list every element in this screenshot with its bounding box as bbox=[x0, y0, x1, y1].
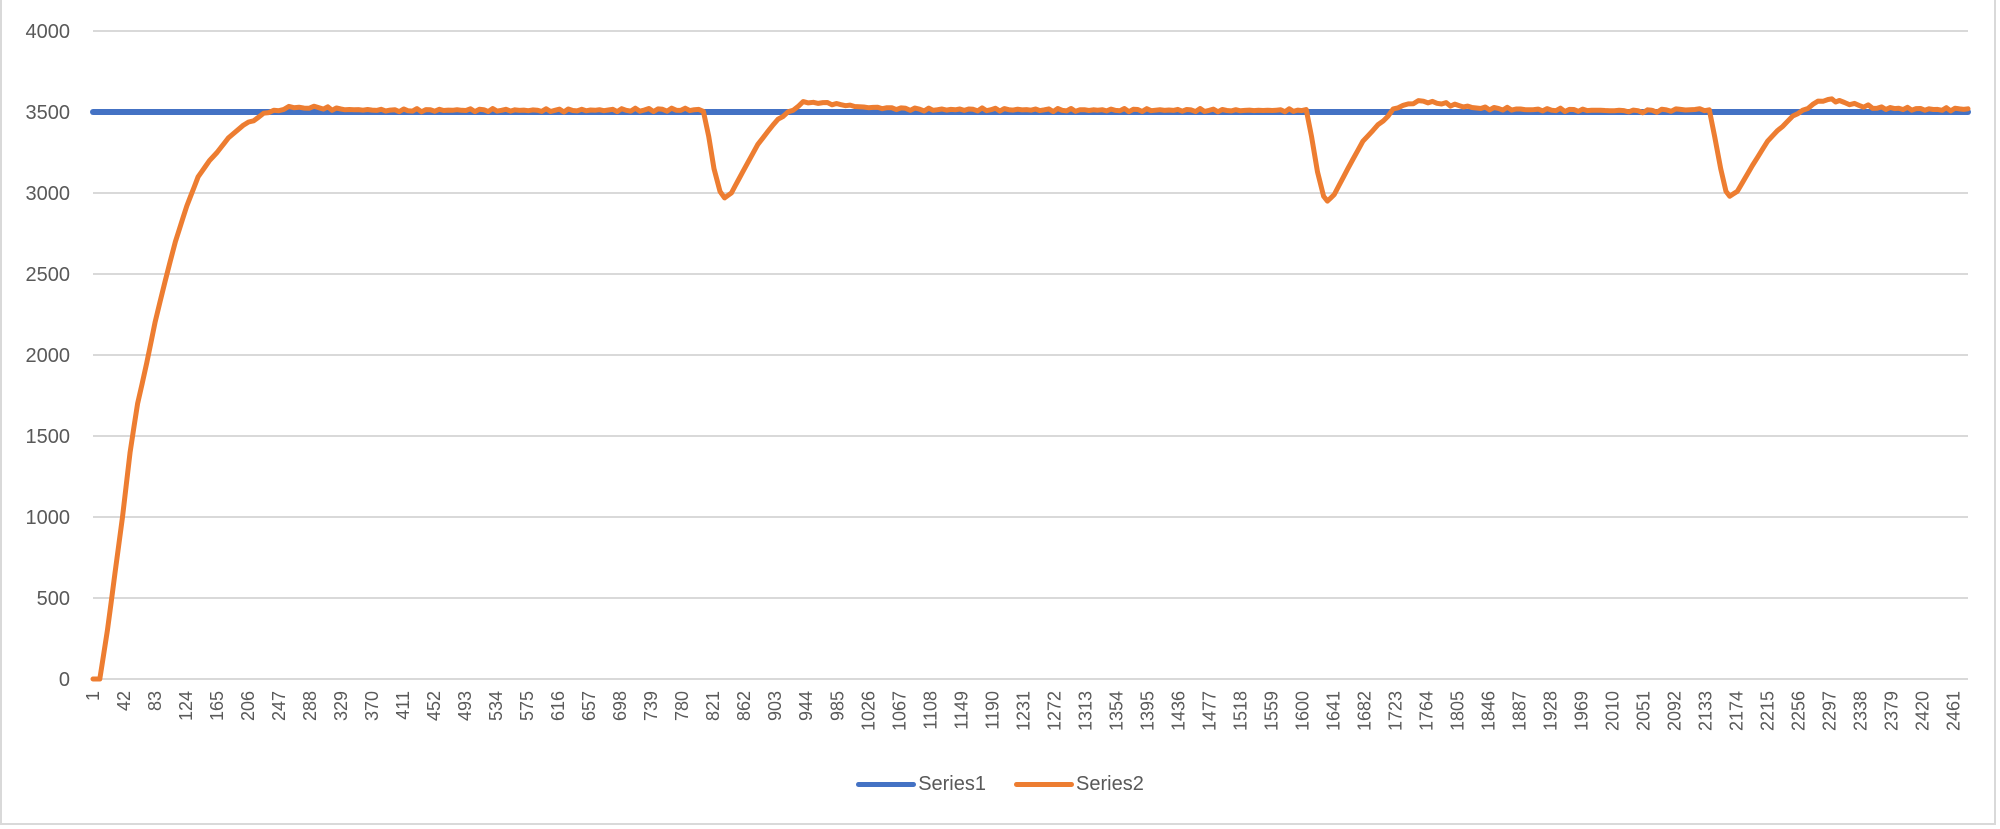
x-tick-label: 1764 bbox=[1416, 691, 1436, 731]
x-tick-label: 411 bbox=[393, 691, 413, 720]
x-tick-label: 2133 bbox=[1696, 691, 1716, 731]
x-tick-label: 83 bbox=[145, 691, 165, 711]
x-tick-label: 2379 bbox=[1882, 691, 1902, 731]
x-axis-labels: 1 42 83 124 165 206 247 288 329 370 411 452 493 534 57… bbox=[83, 691, 1964, 731]
series1-swatch-icon bbox=[856, 782, 917, 787]
line-chart: 0 500 1000 1500 2000 2500 3000 3500 4000 1 42 83 12… bbox=[26, 21, 1971, 731]
x-tick-label: 2420 bbox=[1913, 691, 1933, 731]
legend-label: Series1 bbox=[918, 773, 986, 795]
x-tick-label: 1928 bbox=[1540, 691, 1560, 731]
x-tick-label: 2174 bbox=[1727, 691, 1747, 731]
x-tick-label: 288 bbox=[300, 691, 320, 721]
plot-series bbox=[90, 96, 1971, 682]
x-tick-label: 657 bbox=[579, 691, 599, 721]
y-tick-label: 4000 bbox=[26, 21, 71, 43]
x-tick-label: 1149 bbox=[951, 691, 971, 730]
x-tick-label: 2215 bbox=[1758, 691, 1778, 731]
series2-swatch-icon bbox=[1014, 782, 1074, 787]
x-tick-label: 2297 bbox=[1820, 691, 1840, 731]
x-tick-label: 739 bbox=[641, 691, 661, 721]
y-tick-label: 500 bbox=[37, 588, 70, 610]
x-tick-label: 370 bbox=[362, 691, 382, 721]
y-tick-label: 1500 bbox=[26, 426, 71, 448]
x-tick-label: 2338 bbox=[1851, 691, 1871, 731]
x-tick-label: 698 bbox=[610, 691, 630, 721]
x-tick-label: 2092 bbox=[1665, 691, 1685, 731]
x-tick-label: 1190 bbox=[982, 691, 1002, 730]
x-tick-label: 1887 bbox=[1509, 691, 1529, 731]
x-tick-label: 1 bbox=[83, 691, 103, 701]
x-tick-label: 944 bbox=[796, 691, 816, 721]
x-tick-label: 2256 bbox=[1789, 691, 1809, 731]
x-tick-label: 575 bbox=[517, 691, 537, 721]
x-tick-label: 1477 bbox=[1199, 691, 1219, 731]
x-tick-label: 780 bbox=[672, 691, 692, 721]
x-tick-label: 1641 bbox=[1323, 691, 1343, 731]
x-tick-label: 124 bbox=[176, 691, 196, 721]
x-tick-label: 42 bbox=[114, 691, 134, 711]
x-tick-label: 329 bbox=[331, 691, 351, 721]
x-tick-label: 165 bbox=[207, 691, 227, 721]
legend-item-series2[interactable]: Series2 bbox=[1014, 773, 1144, 796]
x-tick-label: 247 bbox=[269, 691, 289, 721]
y-tick-label: 3000 bbox=[26, 183, 71, 205]
x-tick-label: 1313 bbox=[1075, 691, 1095, 731]
x-tick-label: 2461 bbox=[1944, 691, 1964, 731]
y-tick-label: 2500 bbox=[26, 264, 71, 286]
x-tick-label: 903 bbox=[765, 691, 785, 721]
x-tick-label: 1682 bbox=[1354, 691, 1374, 731]
chart-legend: Series1 Series2 bbox=[0, 773, 2000, 796]
series-line-series2[interactable] bbox=[90, 96, 1971, 682]
gridlines bbox=[93, 30, 1968, 680]
x-tick-label: 2051 bbox=[1634, 691, 1654, 731]
x-tick-label: 1108 bbox=[920, 691, 940, 730]
x-tick-label: 452 bbox=[424, 691, 444, 721]
x-tick-label: 1846 bbox=[1478, 691, 1498, 731]
x-tick-label: 2010 bbox=[1603, 691, 1623, 731]
x-tick-label: 1272 bbox=[1044, 691, 1064, 731]
legend-item-series1[interactable]: Series1 bbox=[856, 773, 986, 796]
x-tick-label: 1723 bbox=[1385, 691, 1405, 731]
y-tick-label: 0 bbox=[59, 669, 70, 691]
y-tick-label: 2000 bbox=[26, 345, 71, 367]
x-tick-label: 1395 bbox=[1137, 691, 1157, 731]
x-tick-label: 1518 bbox=[1230, 691, 1250, 731]
x-tick-label: 1600 bbox=[1292, 691, 1312, 731]
x-tick-label: 1354 bbox=[1106, 691, 1126, 731]
x-tick-label: 206 bbox=[238, 691, 258, 721]
x-tick-label: 985 bbox=[827, 691, 847, 721]
x-tick-label: 862 bbox=[734, 691, 754, 721]
y-tick-label: 1000 bbox=[26, 507, 71, 529]
x-tick-label: 1436 bbox=[1168, 691, 1188, 731]
y-axis-labels: 0 500 1000 1500 2000 2500 3000 3500 4000 bbox=[26, 21, 71, 691]
x-tick-label: 1559 bbox=[1261, 691, 1281, 731]
x-tick-label: 1805 bbox=[1447, 691, 1467, 731]
x-tick-label: 493 bbox=[455, 691, 475, 721]
x-tick-label: 1026 bbox=[858, 691, 878, 731]
y-tick-label: 3500 bbox=[26, 102, 71, 124]
x-tick-label: 616 bbox=[548, 691, 568, 721]
legend-label: Series2 bbox=[1076, 773, 1144, 795]
x-tick-label: 1231 bbox=[1013, 691, 1033, 731]
x-tick-label: 1067 bbox=[889, 691, 909, 731]
x-tick-label: 821 bbox=[703, 691, 723, 721]
x-tick-label: 1969 bbox=[1572, 691, 1592, 731]
x-tick-label: 534 bbox=[486, 691, 506, 721]
